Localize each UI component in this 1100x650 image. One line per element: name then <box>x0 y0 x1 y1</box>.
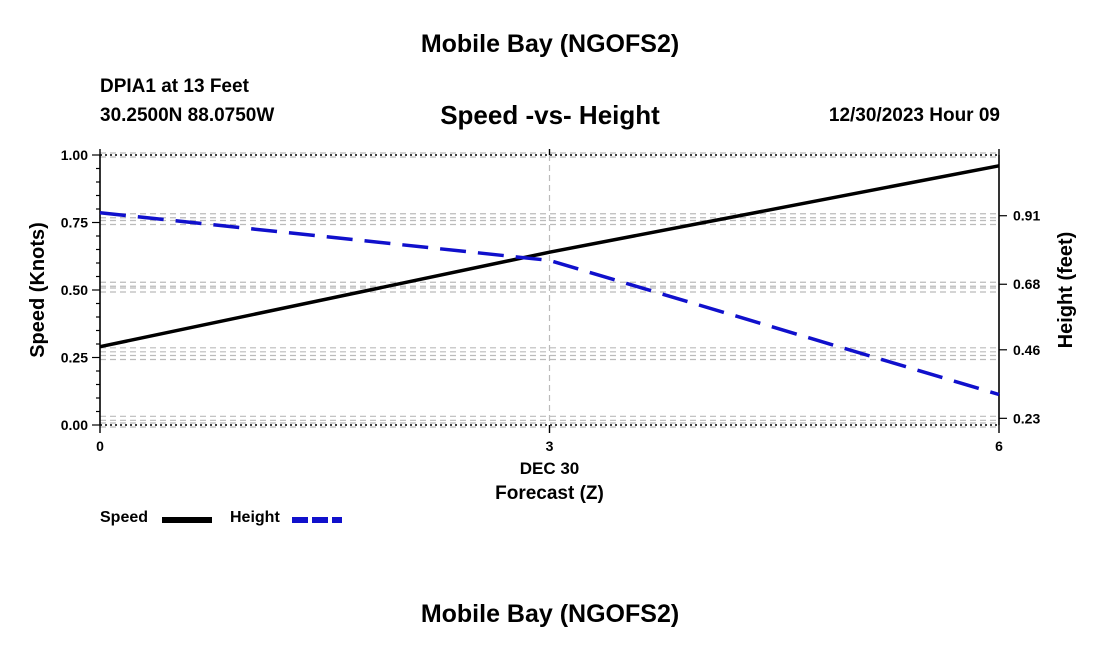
right-tick-label: 0.46 <box>1013 342 1040 358</box>
left-tick-label: 0.25 <box>61 350 88 366</box>
legend-speed-label: Speed <box>100 509 149 526</box>
left-tick-label: 0.75 <box>61 215 88 231</box>
left-tick-label: 0.50 <box>61 282 88 298</box>
series-height-line <box>99 211 1000 397</box>
x-axis-label: Forecast (Z) <box>495 483 604 504</box>
station-coordinates: 30.2500N 88.0750W <box>100 105 275 126</box>
forecast-datetime: 12/30/2023 Hour 09 <box>828 105 1000 126</box>
right-tick-label: 0.23 <box>1013 410 1040 426</box>
series-speed-line <box>99 164 1000 349</box>
left-axis-label: Speed (Knots) <box>27 222 49 358</box>
legend-height-label: Height <box>230 509 280 526</box>
left-tick-label: 1.00 <box>61 147 88 163</box>
x-tick-label: 0 <box>96 438 104 454</box>
station-label: DPIA1 at 13 Feet <box>100 76 249 97</box>
chart-subtitle: Speed -vs- Height <box>440 100 660 130</box>
chart-title: Mobile Bay (NGOFS2) <box>420 30 680 58</box>
footer-title: Mobile Bay (NGOFS2) <box>420 600 680 628</box>
x-tick-label: 6 <box>995 438 1003 454</box>
x-tick-label: 3 <box>546 438 554 454</box>
right-tick-label: 0.91 <box>1013 208 1040 224</box>
x-date-label: DEC 30 <box>520 459 580 478</box>
right-tick-label: 0.68 <box>1013 276 1040 292</box>
left-tick-label: 0.00 <box>61 417 88 433</box>
right-axis-label: Height (feet) <box>1055 232 1077 349</box>
